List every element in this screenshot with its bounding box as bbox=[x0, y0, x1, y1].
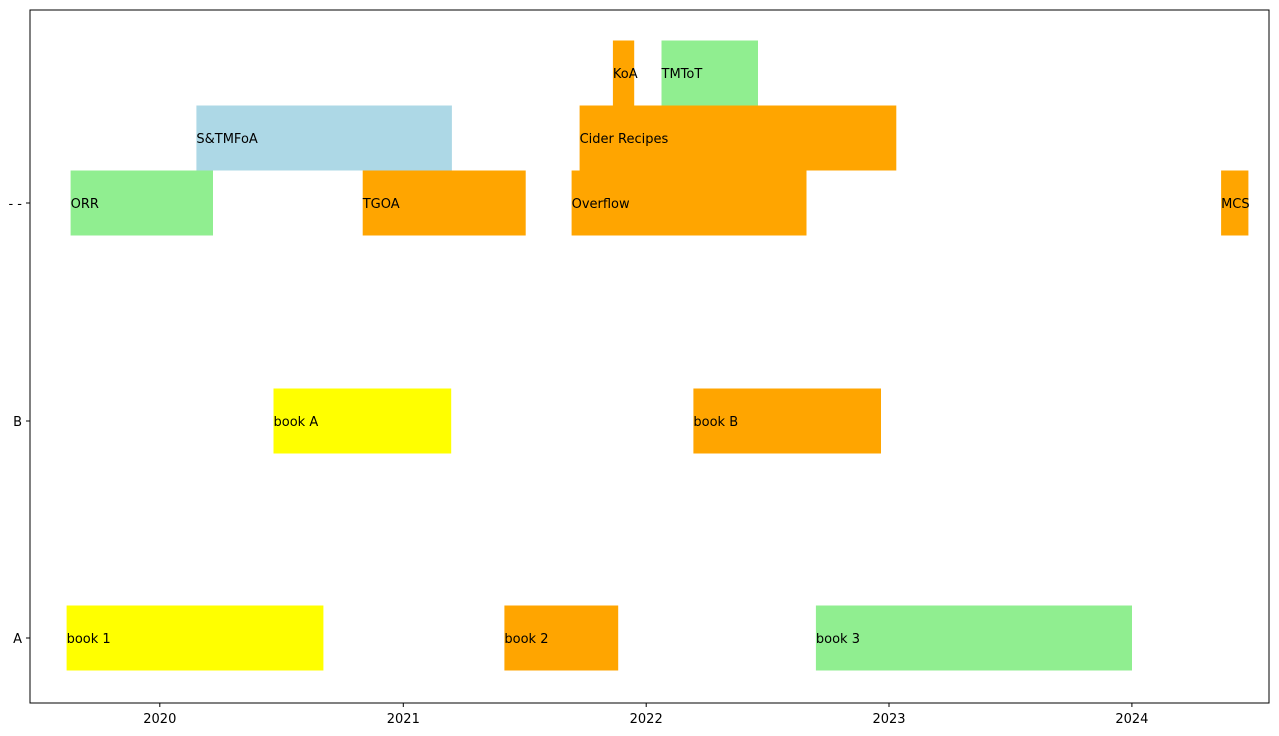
x-tick-label: 2023 bbox=[872, 712, 905, 727]
x-axis: 2020 2021 2022 2023 2024 bbox=[143, 703, 1148, 727]
bar-label: Overflow bbox=[572, 197, 630, 212]
bars-layer bbox=[66, 40, 1249, 671]
timeline-bar bbox=[571, 170, 807, 236]
x-tick-label: 2020 bbox=[143, 712, 176, 727]
timeline-bar bbox=[362, 170, 526, 236]
bar-labels-layer: book 1 book 2 book 3 book A book B ORR TGOA Ove… bbox=[67, 67, 1250, 647]
bar-label: book 1 bbox=[67, 632, 111, 647]
timeline-bar bbox=[579, 105, 897, 171]
plot-frame bbox=[29, 9, 1270, 704]
bar-label: Cider Recipes bbox=[580, 132, 669, 147]
x-tick-label: 2021 bbox=[387, 712, 420, 727]
timeline-bar bbox=[196, 105, 452, 171]
timeline-bar bbox=[70, 170, 213, 236]
timeline-bar bbox=[661, 40, 758, 106]
y-axis: A B - - bbox=[8, 197, 30, 647]
y-tick-label: B bbox=[13, 415, 22, 430]
timeline-bar bbox=[612, 40, 635, 106]
bar-label: MCS bbox=[1221, 197, 1250, 212]
timeline-bar bbox=[1221, 170, 1249, 236]
bar-label: book 3 bbox=[816, 632, 860, 647]
bar-label: KoA bbox=[613, 67, 638, 82]
y-tick-label: A bbox=[13, 632, 22, 647]
timeline-bar bbox=[273, 388, 452, 454]
timeline-bar bbox=[504, 605, 619, 671]
timeline-bar bbox=[815, 605, 1132, 671]
bar-label: TMToT bbox=[661, 67, 703, 82]
y-tick-label: - - bbox=[8, 197, 22, 212]
bar-label: ORR bbox=[71, 197, 99, 212]
timeline-bar bbox=[693, 388, 881, 454]
x-tick-label: 2022 bbox=[630, 712, 663, 727]
bar-label: book B bbox=[693, 415, 738, 430]
bar-label: S&TMFoA bbox=[196, 132, 258, 147]
timeline-bar bbox=[66, 605, 324, 671]
x-tick-label: 2024 bbox=[1115, 712, 1148, 727]
bar-label: book A bbox=[274, 415, 319, 430]
bar-label: TGOA bbox=[362, 197, 400, 212]
bar-label: book 2 bbox=[504, 632, 548, 647]
